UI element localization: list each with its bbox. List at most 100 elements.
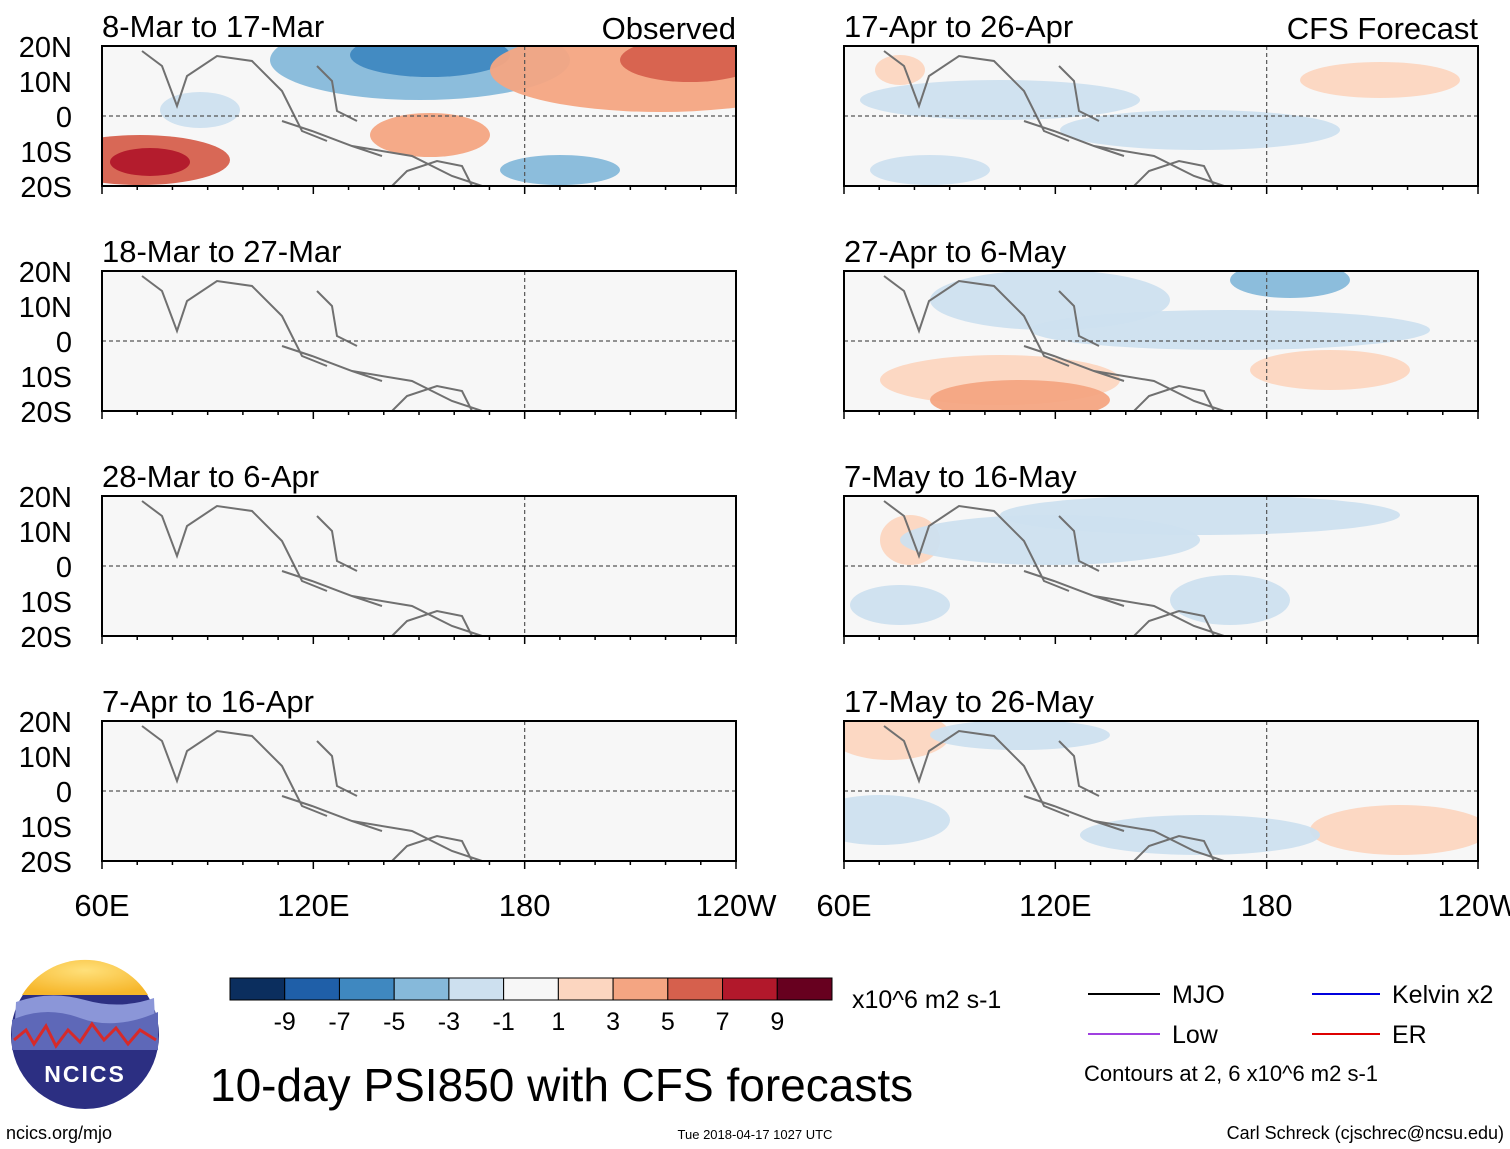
y-tick-label: 10S	[20, 362, 72, 394]
panel-period-title: 8-Mar to 17-Mar	[102, 9, 324, 44]
y-tick-label: 10S	[20, 137, 72, 169]
panel-period-title: 17-Apr to 26-Apr	[844, 9, 1073, 44]
y-tick-label: 10N	[19, 292, 72, 324]
y-tick-label: 10N	[19, 517, 72, 549]
anomaly-field	[844, 721, 1478, 861]
y-tick-label: 10N	[19, 742, 72, 774]
colorbar-swatch	[229, 977, 286, 1001]
contour-note: Contours at 2, 6 x10^6 m2 s-1	[1084, 1061, 1378, 1086]
anomaly-region	[110, 148, 190, 176]
x-tick-label: 180	[1241, 888, 1293, 923]
colorbar-swatch	[393, 977, 450, 1001]
y-tick-label: 10S	[20, 587, 72, 619]
y-tick-label: 0	[56, 102, 72, 134]
panel-period-title: 28-Mar to 6-Apr	[102, 459, 319, 494]
anomaly-region	[1060, 110, 1340, 150]
colorbar-swatch	[722, 977, 778, 1001]
anomaly-field	[860, 50, 1460, 186]
colorbar-tick-label: 5	[661, 1008, 675, 1036]
logo-line	[13, 1021, 157, 1049]
colorbar-tick-label: 9	[770, 1008, 784, 1036]
colorbar-tick-label: -3	[438, 1008, 460, 1036]
anomaly-region	[930, 380, 1110, 411]
anomaly-region	[1310, 805, 1478, 855]
y-tick-label: 20S	[20, 622, 72, 654]
x-tick-label: 120E	[1019, 888, 1091, 923]
footer-center: Tue 2018-04-17 1027 UTC	[678, 1127, 833, 1142]
anomaly-region	[1250, 350, 1410, 390]
anomaly-region	[875, 55, 925, 85]
x-tick-label: 180	[499, 888, 551, 923]
legend-label-low: Low	[1172, 1021, 1219, 1049]
anomaly-region	[500, 155, 620, 185]
y-tick-label: 20N	[19, 257, 72, 289]
coastline	[883, 500, 1225, 636]
panel-period-title: 27-Apr to 6-May	[844, 234, 1067, 269]
anomaly-region	[1230, 271, 1350, 298]
y-tick-label: 20S	[20, 847, 72, 879]
anomaly-region	[1080, 815, 1320, 855]
x-tick-label: 60E	[816, 888, 871, 923]
legend-label-er: ER	[1392, 1021, 1427, 1049]
anomaly-region	[160, 92, 240, 128]
colorbar-tick-label: -7	[328, 1008, 350, 1036]
anomaly-region	[620, 46, 736, 82]
x-tick-label: 120E	[277, 888, 349, 923]
coastline	[883, 275, 1225, 411]
logo-text: NCICS	[44, 1061, 126, 1087]
y-tick-label: 0	[56, 552, 72, 584]
panel-period-title: 17-May to 26-May	[844, 684, 1094, 719]
y-tick-label: 20N	[19, 707, 72, 739]
colorbar-tick-label: -5	[383, 1008, 405, 1036]
x-tick-label: 120W	[1438, 888, 1510, 923]
colorbar-swatch	[284, 977, 340, 1001]
colorbar-swatch	[503, 977, 559, 1001]
colorbar-tick-label: -9	[274, 1008, 296, 1036]
logo-hill-2	[12, 1011, 158, 1050]
panel-forecast-1: 17-Apr to 26-Apr CFS Forecast	[843, 9, 1479, 194]
anomaly-region	[1170, 575, 1290, 625]
anomaly-field	[880, 271, 1430, 411]
footer-left[interactable]: ncics.org/mjo	[6, 1123, 112, 1143]
column-header: Observed	[602, 11, 736, 46]
panel-forecast-4: 17-May to 26-May	[843, 684, 1479, 869]
colorbar-swatch	[667, 977, 724, 1001]
y-tick-label: 0	[56, 777, 72, 809]
coastline	[883, 725, 1225, 861]
anomaly-region	[370, 113, 490, 157]
legend-label-kelvin: Kelvin x2	[1392, 981, 1493, 1009]
column-header: CFS Forecast	[1287, 11, 1479, 46]
panel-forecast-3: 7-May to 16-May	[843, 459, 1479, 644]
colorbar-units: x10^6 m2 s-1	[852, 986, 1001, 1014]
anomaly-region	[930, 721, 1110, 750]
footer-right[interactable]: Carl Schreck (cjschrec@ncsu.edu)	[1227, 1123, 1504, 1143]
colorbar-swatch	[776, 977, 833, 1001]
y-tick-label: 20S	[20, 397, 72, 429]
coastline	[883, 50, 1225, 186]
ncics-logo[interactable]: NCICS	[11, 959, 159, 1109]
colorbar-swatch	[612, 977, 669, 1001]
x-tick-label: 60E	[74, 888, 129, 923]
anomaly-region	[350, 46, 510, 77]
colorbar-swatch	[557, 977, 614, 1001]
anomaly-region	[850, 585, 950, 625]
panel-period-title: 18-Mar to 27-Mar	[102, 234, 341, 269]
y-tick-label: 10N	[19, 67, 72, 99]
colorbar-tick-label: 7	[716, 1008, 730, 1036]
main-title: 10-day PSI850 with CFS forecasts	[210, 1059, 913, 1111]
anomaly-field	[141, 725, 483, 861]
anomaly-region	[870, 155, 990, 185]
legend-label-mjo: MJO	[1172, 981, 1225, 1009]
y-tick-label: 20N	[19, 482, 72, 514]
colorbar-tick-label: 1	[551, 1008, 565, 1036]
logo-sun	[22, 959, 148, 995]
anomaly-field	[141, 275, 483, 411]
panel-period-title: 7-May to 16-May	[844, 459, 1077, 494]
anomaly-region	[844, 721, 950, 760]
anomaly-field	[850, 496, 1400, 636]
anomaly-field	[141, 500, 483, 636]
